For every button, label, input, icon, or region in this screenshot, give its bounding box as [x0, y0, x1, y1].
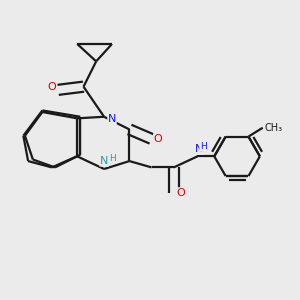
Text: O: O: [176, 188, 185, 198]
Text: O: O: [154, 134, 162, 144]
Text: N: N: [100, 156, 108, 166]
Text: O: O: [47, 82, 56, 92]
Text: H: H: [110, 154, 116, 164]
Text: N: N: [108, 114, 116, 124]
Text: N: N: [195, 144, 203, 154]
Text: H: H: [200, 142, 207, 151]
Text: CH₃: CH₃: [264, 123, 282, 133]
